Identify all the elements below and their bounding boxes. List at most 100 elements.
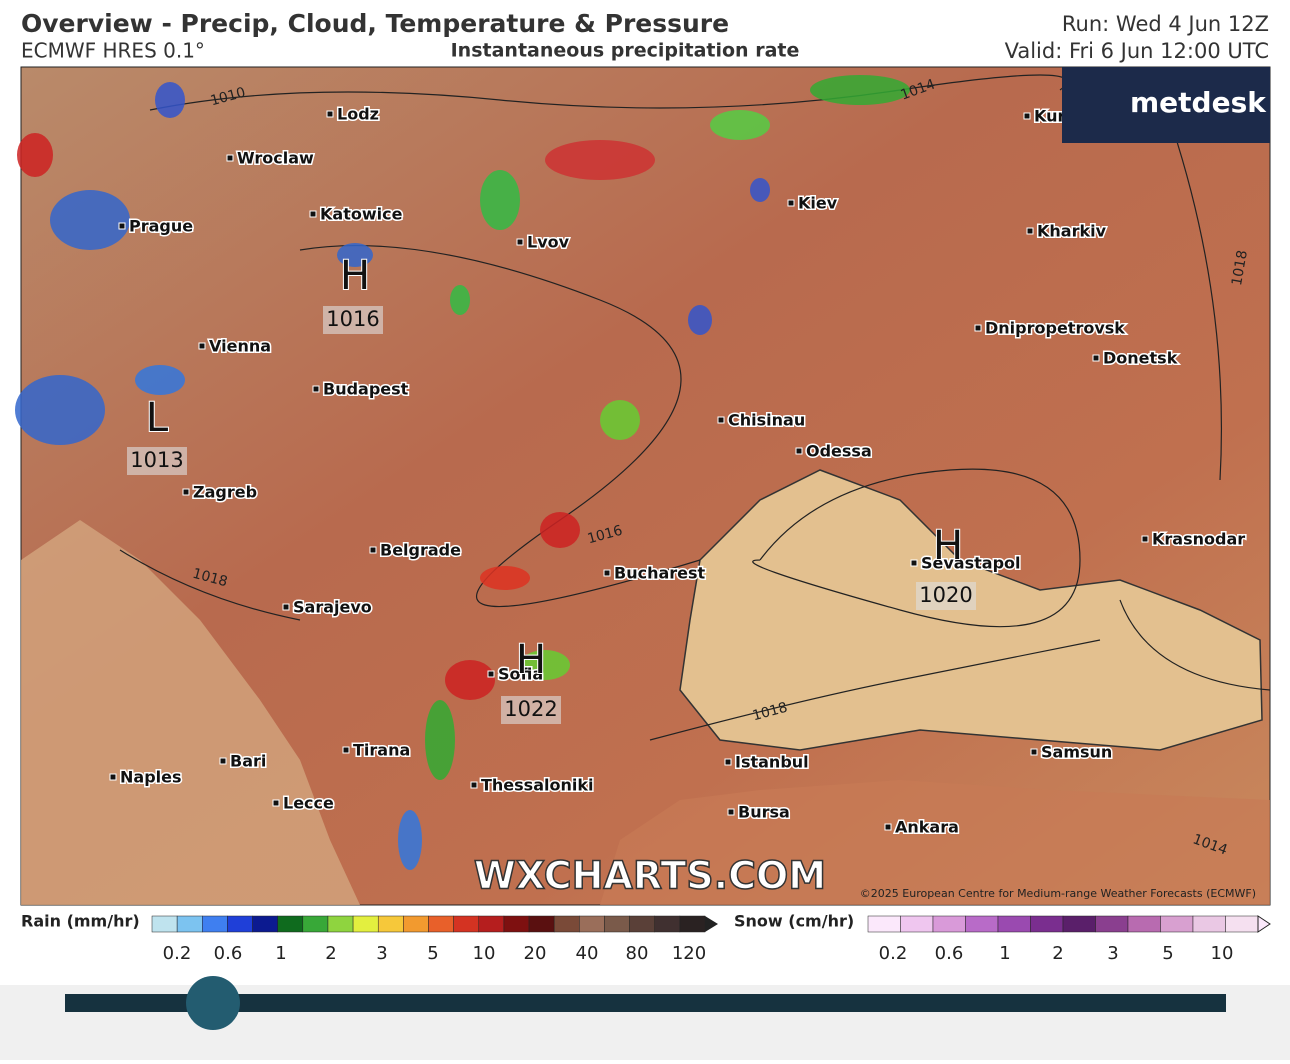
rain-tick: 80 — [626, 943, 649, 964]
precip-cell — [710, 110, 770, 140]
city-label: Sarajevo — [293, 598, 372, 617]
city-marker — [1092, 354, 1100, 362]
city-marker — [1026, 227, 1034, 235]
snow-swatch — [965, 915, 999, 933]
slider-track[interactable] — [65, 994, 1226, 1012]
pressure-box — [127, 447, 187, 475]
slider-handle[interactable] — [186, 976, 240, 1030]
snow-swatch — [932, 915, 966, 933]
city-label: Bari — [230, 752, 266, 771]
pressure-value: 1013 — [130, 448, 183, 472]
precip-cell — [545, 140, 655, 180]
snow-tick: 1 — [999, 943, 1010, 964]
city-marker — [1141, 535, 1149, 543]
pressure-value: 1022 — [504, 697, 557, 721]
precip-cell — [135, 365, 185, 395]
rain-swatch — [553, 915, 580, 933]
snow-swatch — [1225, 915, 1259, 933]
rain-swatch — [327, 915, 354, 933]
precip-cell — [600, 400, 640, 440]
city-marker — [272, 799, 280, 807]
precip-cell — [425, 700, 455, 780]
precip-cell — [17, 133, 53, 177]
city-marker — [516, 238, 524, 246]
rain-swatch — [277, 915, 304, 933]
rain-swatch — [252, 915, 278, 933]
city-marker — [724, 758, 732, 766]
city-marker — [326, 110, 334, 118]
city-label: Lecce — [283, 794, 334, 813]
city-marker — [470, 781, 478, 789]
snow-swatch — [1127, 915, 1161, 933]
city-marker — [219, 757, 227, 765]
city-label: Samsun — [1041, 743, 1112, 762]
city-label: Katowice — [320, 205, 403, 224]
city-marker — [118, 222, 126, 230]
rain-swatch — [503, 915, 530, 933]
city-label: Naples — [120, 768, 182, 787]
snow-swatch — [1160, 915, 1194, 933]
city-label: Sevastapol — [921, 554, 1021, 573]
adriatic — [21, 520, 360, 905]
precip-cell — [540, 512, 580, 548]
snow-tick: 2 — [1052, 943, 1063, 964]
rain-swatch — [227, 915, 253, 933]
snow-tick: 0.6 — [935, 943, 964, 964]
rain-tick: 0.2 — [163, 943, 192, 964]
city-label: Sofia — [498, 665, 543, 684]
rain-swatch — [428, 915, 454, 933]
city-label: Odessa — [806, 442, 872, 461]
logo: metdesk — [1130, 86, 1267, 119]
snow-tick: 5 — [1162, 943, 1173, 964]
isobar-label: 1018 — [1229, 249, 1251, 287]
snow-swatch — [900, 915, 934, 933]
snow-swatch — [867, 915, 901, 933]
city-label: Donetsk — [1103, 349, 1178, 368]
pressure-value: 1020 — [919, 583, 972, 607]
run: Run: Wed 4 Jun 12Z — [1062, 12, 1269, 36]
pressure-box — [501, 696, 561, 724]
city-marker — [342, 746, 350, 754]
copyright: ©2025 European Centre for Medium-range W… — [860, 887, 1256, 900]
snow-swatch — [1030, 915, 1064, 933]
city-label: Wroclaw — [237, 149, 314, 168]
snow-tick: 3 — [1107, 943, 1118, 964]
precip-cell — [688, 305, 712, 335]
rain-swatch — [176, 915, 203, 933]
title: Overview - Precip, Cloud, Temperature & … — [21, 9, 729, 38]
precipitation — [15, 75, 910, 870]
city-marker — [226, 154, 234, 162]
map: LodzWroclawPragueKatowiceLvovKievKurskVo… — [15, 66, 1271, 906]
city-marker — [795, 447, 803, 455]
city-marker — [717, 416, 725, 424]
isobars — [119, 74, 1271, 741]
city-label: Lodz — [337, 105, 379, 124]
city-marker — [182, 488, 190, 496]
city-label: Belgrade — [380, 541, 461, 560]
city-label: Krasnodar — [1152, 530, 1245, 549]
city-marker — [974, 324, 982, 332]
rain-tick: 2 — [325, 943, 336, 964]
city-marker — [910, 559, 918, 567]
rain-swatch — [604, 915, 630, 933]
city-marker — [487, 670, 495, 678]
rain-tick: 120 — [672, 943, 706, 964]
rain-tick: 5 — [427, 943, 438, 964]
logo-box — [1062, 67, 1270, 143]
city-label: Thessaloniki — [481, 776, 593, 795]
subtitle: Instantaneous precipitation rate — [451, 40, 800, 62]
city-label: Dnipropetrovsk — [985, 319, 1125, 338]
anatolia — [600, 780, 1270, 905]
city-label: Chisinau — [728, 411, 805, 430]
snow-legend-title: Snow (cm/hr) — [734, 912, 854, 931]
city-label: Prague — [129, 217, 193, 236]
city-label: Istanbul — [735, 753, 809, 772]
city-marker — [369, 546, 377, 554]
city-marker — [1023, 112, 1031, 120]
city-marker — [198, 342, 206, 350]
city-label: Budapest — [323, 380, 409, 399]
precip-cell — [480, 170, 520, 230]
rain-swatch — [654, 915, 681, 933]
pressure-symbol: L — [146, 395, 169, 441]
